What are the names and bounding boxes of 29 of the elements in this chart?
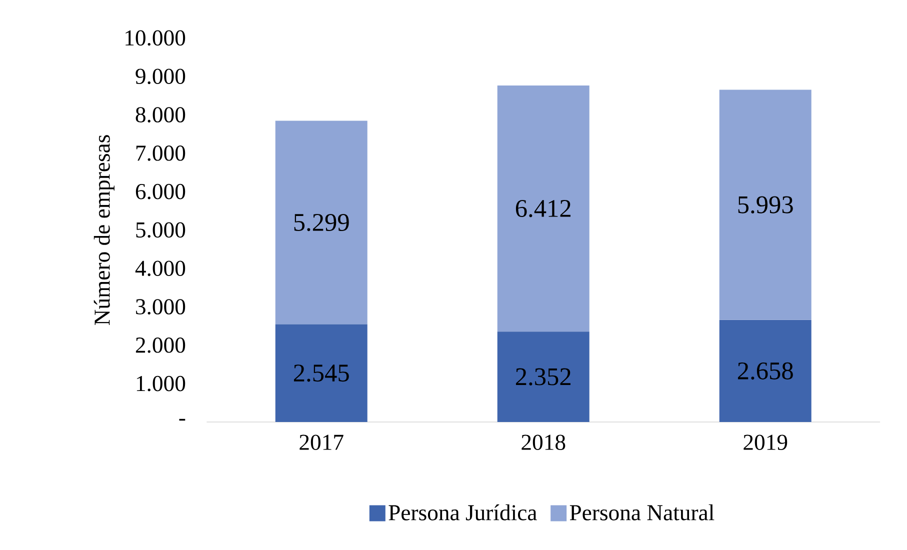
bar bbox=[497, 332, 590, 422]
y-tick-label: 10.000 bbox=[126, 30, 186, 46]
y-tick-label: - bbox=[179, 418, 186, 421]
y-tick-label: 6.000 bbox=[136, 184, 186, 200]
bar bbox=[275, 324, 368, 422]
x-tick-label: 2018 bbox=[522, 434, 566, 450]
data-label: 2.545 bbox=[294, 364, 349, 382]
data-label: 2.352 bbox=[516, 368, 570, 386]
y-tick-label: 5.000 bbox=[136, 222, 186, 238]
y-tick-label: 3.000 bbox=[136, 299, 186, 314]
x-tick-label: 2017 bbox=[300, 434, 344, 450]
y-tick-label: 7.000 bbox=[136, 145, 186, 161]
bar bbox=[719, 90, 812, 320]
bar bbox=[497, 85, 590, 332]
y-tick-label: 2.000 bbox=[136, 338, 186, 353]
y-axis-title: Número de empresas bbox=[94, 135, 114, 326]
data-label: 6.412 bbox=[516, 200, 570, 218]
data-label: 5.299 bbox=[294, 214, 349, 232]
data-label: 5.993 bbox=[738, 196, 793, 214]
data-label: 2.658 bbox=[738, 362, 793, 380]
bar bbox=[275, 120, 368, 324]
legend-label: Persona Natural bbox=[570, 504, 714, 520]
y-tick-label: 4.000 bbox=[135, 260, 186, 276]
y-tick-label: 1.000 bbox=[136, 376, 186, 392]
y-tick-label: 9.000 bbox=[136, 68, 186, 84]
legend-label: Persona Jurídica bbox=[388, 504, 537, 520]
x-tick-label: 2019 bbox=[744, 434, 788, 450]
bar bbox=[719, 320, 812, 422]
y-tick-label: 8.000 bbox=[136, 107, 186, 122]
